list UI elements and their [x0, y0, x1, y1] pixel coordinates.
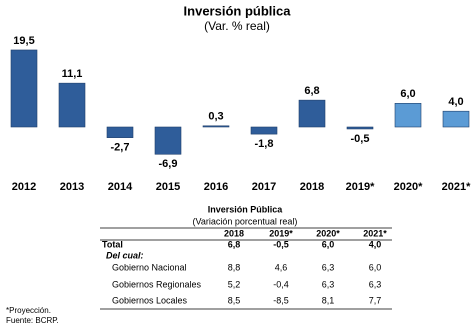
bar [154, 126, 182, 155]
value-label: 0,3 [208, 111, 223, 123]
bar [250, 126, 278, 135]
table-cell: 7,7 [369, 295, 382, 305]
value-label: 11,1 [62, 68, 83, 80]
x-tick-label: 2012 [12, 181, 36, 193]
table-cell: 6,3 [322, 279, 335, 289]
table-cell: -0,4 [273, 279, 289, 289]
bar [10, 49, 38, 128]
table-cell: 8,5 [228, 295, 241, 305]
table-title: Inversión Pública [208, 204, 284, 214]
x-tick-label: 2020* [394, 181, 423, 193]
bar [346, 126, 374, 130]
table-cell: 4,6 [275, 262, 288, 272]
table-cell: 8,8 [228, 262, 241, 272]
chart-title: Inversión pública [184, 3, 292, 18]
value-label: 6,8 [304, 85, 319, 97]
row-label: Gobiernos Locales [112, 295, 188, 305]
x-tick-label: 2016 [204, 181, 228, 193]
footnote: *Proyección. [6, 306, 51, 315]
table-cell: 6,8 [228, 239, 241, 249]
value-label: -2,7 [111, 142, 130, 154]
bar [106, 126, 134, 138]
value-label: 19,5 [13, 35, 34, 47]
bar [202, 125, 230, 128]
x-tick-label: 2014 [108, 181, 133, 193]
table-cell: 4,0 [369, 239, 382, 249]
table-header: 2019* [269, 228, 293, 238]
value-label: -6,9 [159, 158, 178, 170]
table-subtitle: (Variación porcentual real) [193, 216, 298, 226]
value-label: -1,8 [255, 138, 274, 150]
table-header: 2020* [316, 228, 340, 238]
table-cell: -0,5 [273, 239, 289, 249]
table-cell: 5,2 [228, 279, 241, 289]
row-label: Gobiernos Regionales [112, 279, 202, 289]
chart-subtitle: (Var. % real) [204, 19, 270, 33]
row-label: Total [102, 239, 123, 249]
value-label: 4,0 [448, 96, 463, 108]
x-tick-label: 2019* [346, 181, 375, 193]
table-cell: 6,0 [322, 239, 335, 249]
table-header: 2018 [224, 228, 244, 238]
bar [58, 82, 86, 128]
row-label: Gobierno Nacional [112, 262, 187, 272]
table-cell: 6,0 [369, 262, 382, 272]
table-cell: -8,5 [273, 295, 289, 305]
table-cell: 6,3 [369, 279, 382, 289]
value-label: 6,0 [400, 88, 415, 100]
x-tick-label: 2015 [156, 181, 180, 193]
bar [442, 110, 470, 128]
x-tick-label: 2021* [442, 181, 471, 193]
value-label: -0,5 [351, 133, 370, 145]
bar [394, 103, 422, 128]
x-tick-label: 2017 [252, 181, 276, 193]
row-label: Del cual: [106, 250, 144, 260]
bar [298, 99, 326, 128]
table-cell: 6,3 [322, 262, 335, 272]
table-header: 2021* [363, 228, 387, 238]
footnote: Fuente: BCRP. [6, 316, 59, 325]
x-tick-label: 2018 [300, 181, 324, 193]
table-cell: 8,1 [322, 295, 335, 305]
x-tick-label: 2013 [60, 181, 84, 193]
